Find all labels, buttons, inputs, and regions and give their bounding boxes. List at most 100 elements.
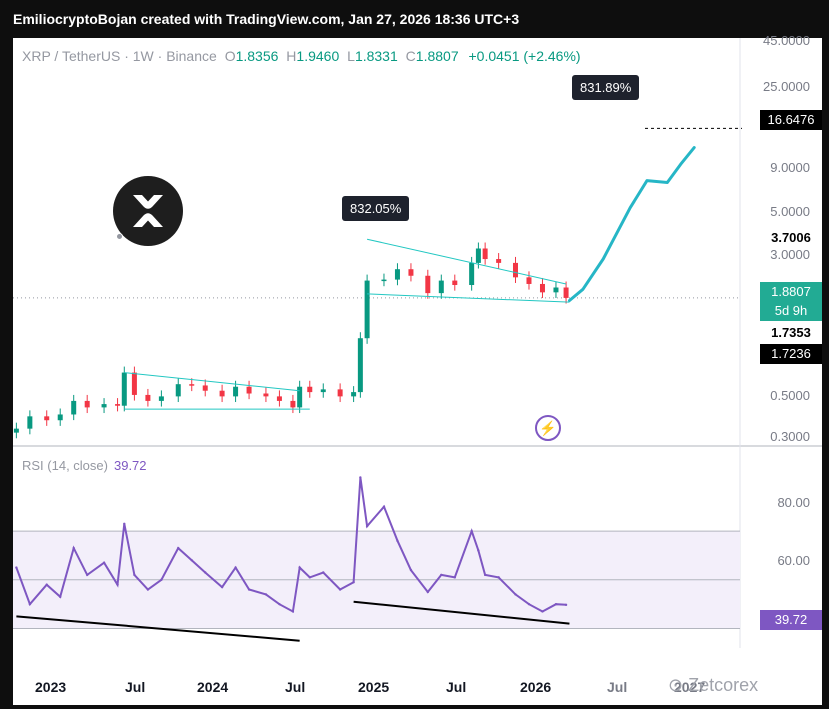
candle-body: [189, 384, 195, 386]
high-label: H: [286, 48, 297, 64]
price-tick: 45.0000: [763, 33, 810, 48]
rsi-legend-value: 39.72: [113, 458, 147, 473]
chart-panel[interactable]: XRP / TetherUS · 1W · Binance O1.8356 H1…: [13, 33, 822, 705]
rsi-point: [352, 581, 355, 584]
price-tick: 9.0000: [770, 160, 810, 175]
candle-body: [452, 280, 458, 286]
rsi-point: [85, 573, 89, 577]
candle-body: [57, 414, 63, 421]
date-tick: 2025: [358, 679, 390, 695]
candle-body: [364, 280, 370, 339]
target-price-label: 16.6476: [760, 110, 822, 130]
high-value: 1.9460: [296, 48, 340, 64]
zetcorex-logo-icon: ⊙: [668, 675, 684, 695]
candle-body: [475, 248, 481, 263]
rsi-point: [177, 546, 180, 550]
candle-body: [320, 389, 326, 393]
rsi-name: RSI (14, close): [22, 458, 108, 473]
symbol-name: XRP / TetherUS · 1W · Binance: [22, 48, 217, 64]
candle-body: [131, 372, 137, 395]
low2-price-label: 1.7236: [760, 344, 822, 364]
rsi-point: [308, 576, 311, 579]
rsi-point: [146, 588, 150, 591]
candle-body: [553, 287, 559, 293]
logo-dot-icon: [116, 233, 123, 240]
candle-body: [71, 400, 77, 415]
rsi-point: [514, 593, 517, 596]
date-tick: Jul: [285, 679, 306, 695]
low-label: L: [347, 48, 355, 64]
rsi-point: [322, 571, 325, 574]
rsi-tick: 80.00: [777, 495, 810, 510]
projection-percent-callout: 831.89%: [572, 75, 640, 100]
rsi-divergence-line-1: [16, 615, 300, 642]
low-value: 1.8331: [354, 48, 398, 64]
rsi-point: [220, 585, 224, 589]
candle-body: [84, 400, 90, 408]
candle-body: [438, 280, 444, 294]
rsi-point: [453, 576, 456, 579]
projection-curve: [568, 146, 696, 302]
zetcorex-watermark: ⊙ Zetcorex: [668, 675, 758, 696]
candle-body: [563, 287, 569, 298]
rsi-point: [123, 522, 126, 525]
pattern-upper-line-2023: [124, 372, 300, 392]
rsi-point: [291, 610, 295, 613]
candle-body: [297, 386, 303, 408]
candle-body: [263, 393, 269, 397]
date-tick: 2023: [35, 679, 67, 695]
candle-body: [496, 259, 502, 263]
rsi-point: [426, 590, 430, 594]
low-price-label: 1.7353: [771, 325, 811, 340]
rsi-point: [382, 505, 386, 508]
rsi-value-label: 39.72: [760, 610, 822, 630]
candle-body: [357, 338, 363, 393]
pattern-upper-line-2025: [366, 238, 567, 285]
candle-body: [425, 275, 431, 294]
candle-body: [115, 404, 121, 406]
date-tick: Jul: [607, 679, 628, 695]
xrp-logo-icon: [113, 176, 183, 246]
candle-body: [27, 416, 33, 429]
rsi-point: [234, 566, 237, 569]
candle-body: [381, 279, 387, 282]
rsi-point: [359, 476, 362, 479]
close-value: 1.8807: [415, 48, 459, 64]
candle-body: [469, 262, 475, 286]
date-tick: 2024: [197, 679, 229, 695]
candle-body: [233, 386, 239, 397]
open-value: 1.8356: [235, 48, 279, 64]
rsi-point: [264, 593, 268, 596]
candle-body: [408, 269, 414, 276]
symbol-legend: XRP / TetherUS · 1W · Binance O1.8356 H1…: [22, 48, 581, 64]
rsi-point: [72, 546, 75, 550]
watermark-text: Zetcorex: [688, 675, 759, 695]
chart-canvas[interactable]: [13, 38, 822, 705]
rsi-point: [396, 539, 399, 543]
rsi-tick: 60.00: [777, 553, 810, 568]
candle-body: [202, 385, 208, 391]
candle-body: [13, 428, 19, 433]
rsi-legend: RSI (14, close) 39.72: [22, 458, 147, 473]
rsi-point: [45, 583, 48, 586]
bar-countdown-label: 5d 9h: [760, 301, 822, 321]
candle-body: [175, 384, 181, 397]
open-label: O: [224, 48, 236, 64]
rsi-point: [409, 568, 413, 572]
date-tick: Jul: [446, 679, 467, 695]
rsi-point: [190, 559, 193, 562]
rsi-point: [102, 561, 106, 564]
candle-body: [394, 269, 400, 280]
lightning-icon[interactable]: ⚡: [535, 415, 561, 441]
rsi-point: [483, 573, 487, 577]
price-tick: 5.0000: [770, 204, 810, 219]
rsi-point: [365, 525, 369, 528]
rsi-point: [204, 571, 207, 574]
candle-body: [351, 392, 357, 397]
price-tick: 3.0000: [770, 247, 810, 262]
price-tick: 25.0000: [763, 79, 810, 94]
pattern-lower-line-2025: [367, 293, 570, 303]
rsi-point: [470, 529, 473, 533]
candle-body: [145, 394, 151, 401]
rsi-point: [278, 602, 281, 606]
